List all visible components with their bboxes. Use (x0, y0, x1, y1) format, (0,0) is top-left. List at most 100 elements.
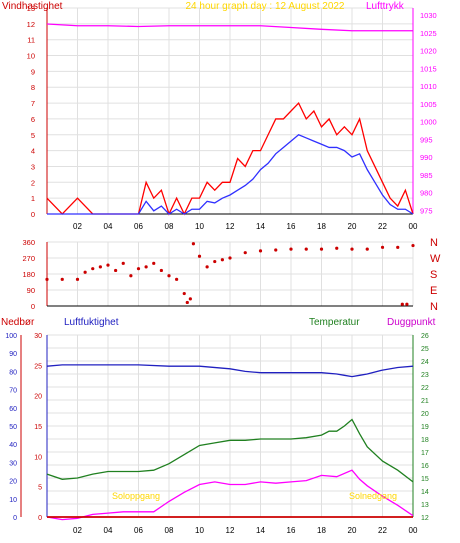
precip-tick-label: 100 (5, 333, 17, 340)
precip-tick-label: 90 (9, 351, 17, 358)
right-tick-label: 985 (420, 171, 433, 180)
humidity-tick-label: 30 (34, 333, 42, 340)
series-line (46, 469, 414, 521)
left-tick-label: 2 (31, 178, 35, 187)
x-tick-label: 00 (409, 526, 418, 535)
compass-label: S (430, 269, 437, 281)
temperature-tick-label: 26 (421, 333, 429, 340)
right-tick-label: 975 (420, 206, 433, 215)
left-tick-label: 0 (31, 210, 35, 219)
direction-point (380, 245, 385, 249)
legend-temperatur: Temperatur (309, 317, 360, 328)
temperature-tick-label: 21 (421, 398, 429, 405)
x-tick-label: 14 (256, 526, 265, 535)
chart-title: 24 hour graph day : 12 August 2022 (185, 1, 344, 12)
sunset-label: Solnedgang (349, 491, 397, 501)
direction-point (114, 268, 118, 273)
right-tick-label: 1025 (420, 29, 437, 38)
direction-point (60, 277, 64, 281)
humidity-tick-label: 20 (34, 394, 42, 401)
temperature-tick-label: 23 (421, 372, 429, 379)
humidity-tick-label: 25 (34, 363, 42, 370)
chart-labels: Vindhastighet 24 hour graph day : 12 Augu… (1, 1, 436, 501)
direction-point (289, 247, 293, 251)
direction-point (400, 302, 404, 306)
x-tick-label: 06 (134, 526, 143, 535)
left-tick-label: 0 (31, 302, 35, 311)
compass-label: N (430, 237, 438, 249)
precip-tick-label: 50 (9, 424, 17, 431)
left-tick-label: 6 (31, 115, 35, 124)
direction-point (335, 246, 339, 250)
x-tick-label: 06 (134, 222, 143, 231)
temperature-tick-label: 16 (421, 463, 429, 470)
humidity-tick-label: 10 (34, 454, 42, 461)
left-tick-label: 8 (31, 83, 35, 92)
x-tick-label: 12 (226, 526, 235, 535)
direction-point (205, 265, 209, 269)
direction-point (188, 297, 192, 301)
left-tick-label: 9 (31, 67, 35, 76)
compass-label: W (430, 253, 441, 265)
direction-point (319, 247, 324, 251)
right-tick-label: 1000 (420, 118, 437, 127)
direction-point (191, 242, 195, 246)
precip-tick-label: 0 (13, 515, 17, 522)
temperature-tick-label: 17 (421, 450, 429, 457)
compass-label: N (430, 301, 438, 313)
direction-point (304, 247, 308, 251)
temperature-tick-label: 12 (421, 515, 429, 522)
direction-point (83, 270, 87, 274)
direction-point (411, 243, 415, 248)
wind-pressure-panel: 0123456789101112139759809859909951000100… (27, 4, 437, 231)
right-tick-label: 1030 (420, 11, 437, 20)
left-tick-label: 10 (27, 52, 35, 61)
right-tick-label: 995 (420, 135, 433, 144)
sunrise-label: Soloppgang (112, 491, 160, 501)
temperature-tick-label: 19 (421, 424, 429, 431)
direction-point (213, 259, 217, 264)
precip-tick-label: 60 (9, 406, 17, 413)
precip-tick-label: 80 (9, 369, 17, 376)
direction-point (45, 277, 49, 281)
direction-point (182, 291, 186, 296)
x-tick-label: 18 (317, 526, 326, 535)
direction-point (98, 265, 102, 269)
x-tick-label: 04 (104, 526, 113, 535)
left-tick-label: 90 (27, 286, 35, 295)
temperature-tick-label: 25 (421, 346, 429, 353)
left-tick-label: 5 (31, 131, 35, 140)
temperature-tick-label: 14 (421, 489, 429, 496)
temperature-tick-label: 22 (421, 385, 429, 392)
x-tick-label: 04 (104, 222, 113, 231)
precip-tick-label: 30 (9, 460, 17, 467)
x-tick-label: 02 (73, 222, 82, 231)
direction-point (129, 274, 133, 278)
humidity-tick-label: 5 (38, 485, 42, 492)
compass-label: E (430, 285, 437, 297)
x-tick-label: 08 (165, 222, 174, 231)
direction-point (274, 248, 278, 252)
temperature-tick-label: 24 (421, 359, 429, 366)
left-tick-label: 360 (22, 238, 35, 247)
precip-tick-label: 10 (9, 497, 17, 504)
series-line (46, 364, 414, 378)
direction-point (121, 261, 125, 265)
series-line (46, 418, 414, 483)
left-tick-label: 11 (27, 36, 35, 45)
series-line (46, 23, 413, 32)
x-tick-label: 00 (409, 222, 418, 231)
right-tick-label: 1005 (420, 100, 437, 109)
direction-point (175, 277, 179, 281)
series-line (46, 101, 414, 216)
direction-point (152, 261, 156, 265)
humidity-tick-label: 0 (38, 515, 42, 522)
x-tick-label: 10 (195, 526, 204, 535)
x-tick-label: 08 (165, 526, 174, 535)
direction-point (243, 251, 247, 255)
left-tick-label: 7 (31, 99, 35, 108)
direction-point (220, 258, 224, 262)
direction-point (185, 300, 189, 305)
right-axis-title: Lufttrykk (366, 1, 405, 12)
